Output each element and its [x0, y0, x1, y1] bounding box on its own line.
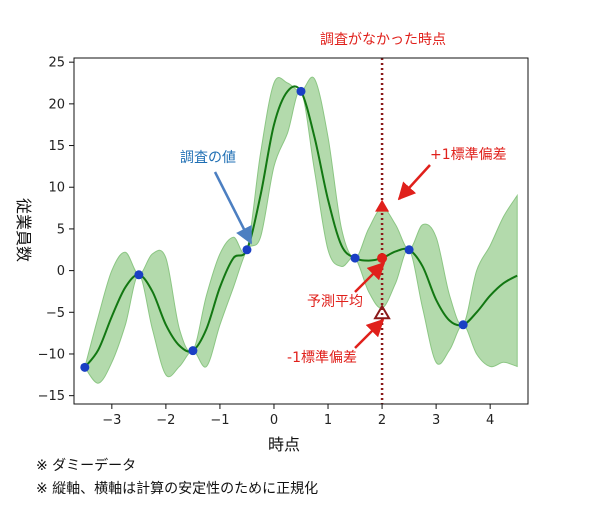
- plus-minus-one-sd-band: [84, 76, 518, 384]
- footnote-dummy-data: ※ ダミーデータ: [36, 458, 137, 474]
- observed-point: [188, 346, 198, 356]
- prediction-mean-label: 予測平均: [307, 294, 363, 310]
- x-tick-label: 3: [432, 413, 440, 428]
- y-axis-title: 従業員数: [14, 198, 33, 262]
- minus-one-sd-marker: [373, 304, 391, 320]
- y-tick-label: 5: [57, 222, 65, 237]
- minus-one-sd-label: -1標準偏差: [287, 350, 357, 366]
- vertical-line-label: 調査がなかった時点: [320, 32, 446, 48]
- x-axis-title: 時点: [268, 435, 300, 454]
- plot-area-frame: [73, 57, 529, 405]
- x-tick-label: 2: [378, 413, 386, 428]
- observed-point: [458, 320, 468, 330]
- x-tick-label: 0: [270, 413, 278, 428]
- observed-points: [80, 86, 468, 372]
- footnote-normalization: ※ 縦軸、横軸は計算の安定性のために正規化: [36, 481, 319, 497]
- y-tick-label: −10: [38, 347, 65, 362]
- plus-one-sd-marker: [375, 199, 390, 212]
- y-tick-label: 10: [48, 181, 65, 196]
- y-tick-label: 25: [48, 56, 65, 71]
- highlight-markers: [373, 199, 391, 320]
- observed-point: [350, 253, 360, 263]
- observed-point: [242, 245, 252, 255]
- y-tick-label: 15: [48, 139, 65, 154]
- plus-one-sd-arrow: [397, 164, 431, 201]
- x-tick-label: −3: [102, 413, 121, 428]
- observed-point: [404, 245, 414, 255]
- observed-point: [296, 86, 306, 96]
- observed-value-label: 調査の値: [180, 150, 236, 166]
- prediction-mean-marker: [377, 253, 388, 264]
- y-tick-label: 0: [57, 264, 65, 279]
- observed-point: [80, 362, 90, 372]
- prediction-mean-arrow: [354, 261, 386, 293]
- observed-value-arrow: [213, 171, 253, 245]
- y-tick-label: 20: [48, 97, 65, 112]
- minus-one-sd-arrow: [354, 318, 385, 349]
- plus-one-sd-label: +1標準偏差: [430, 147, 507, 163]
- observed-point: [134, 270, 144, 280]
- x-tick-label: −2: [156, 413, 175, 428]
- y-tick-label: −15: [38, 389, 65, 404]
- y-tick-label: −5: [46, 306, 65, 321]
- x-tick-label: −1: [210, 413, 229, 428]
- x-tick-label: 1: [324, 413, 332, 428]
- x-tick-label: 4: [486, 413, 494, 428]
